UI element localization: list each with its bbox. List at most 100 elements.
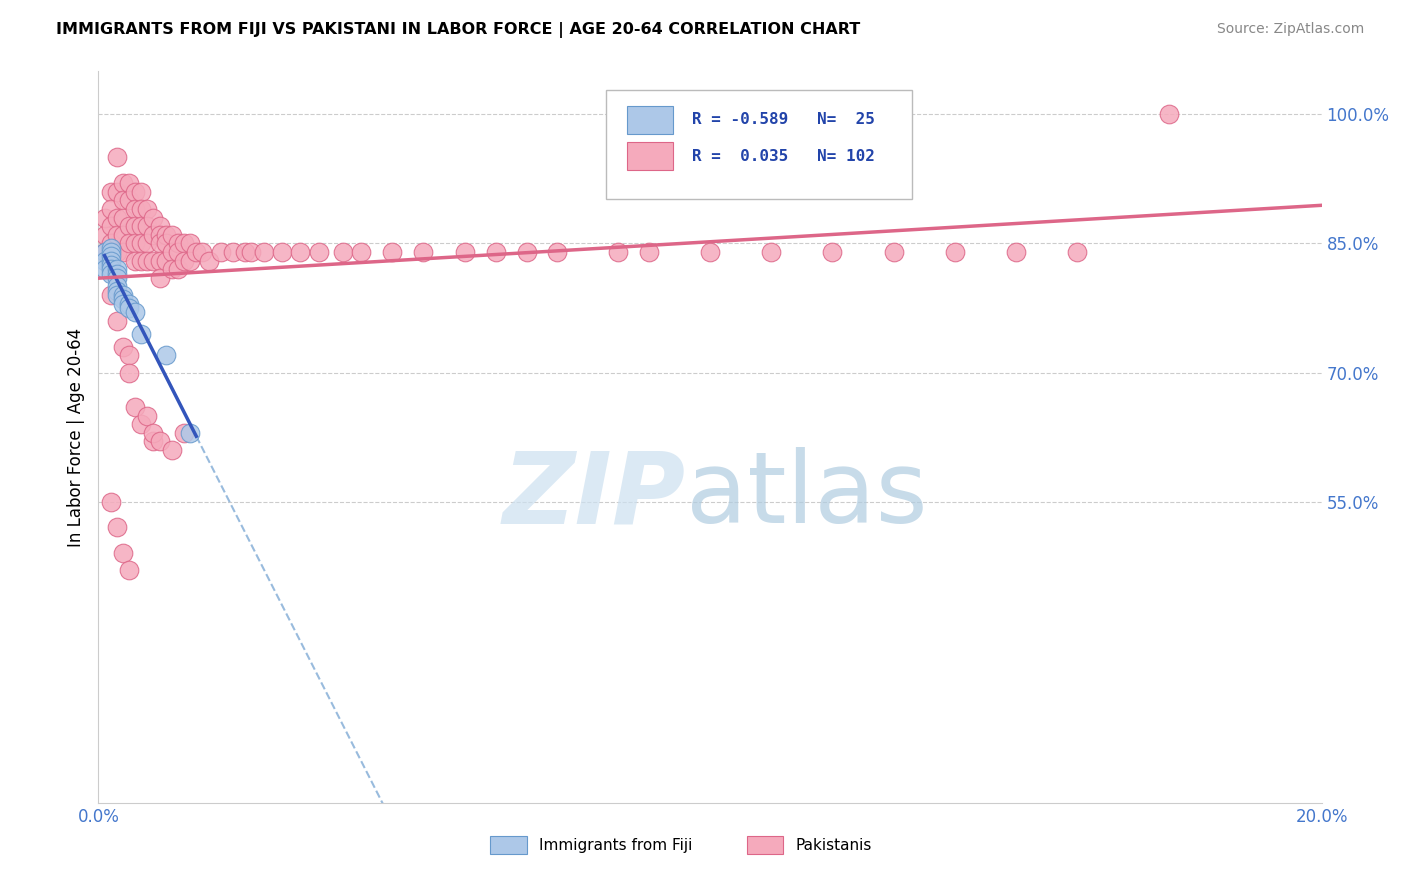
Point — [111, 546, 134, 560]
Point — [124, 202, 146, 216]
Point — [136, 409, 159, 423]
Point — [821, 245, 844, 260]
Point — [129, 417, 152, 432]
Point — [186, 245, 208, 260]
Point — [129, 219, 152, 234]
Point — [105, 227, 128, 242]
Point — [136, 236, 159, 251]
Point — [118, 176, 141, 190]
Text: Immigrants from Fiji: Immigrants from Fiji — [538, 838, 692, 853]
Point — [105, 279, 128, 293]
Point — [381, 245, 404, 260]
Point — [100, 219, 122, 234]
Point — [179, 236, 201, 251]
Point — [100, 241, 122, 255]
Point — [124, 219, 146, 234]
Point — [105, 267, 128, 281]
Point — [111, 293, 134, 307]
Point — [124, 253, 146, 268]
Point — [111, 296, 134, 310]
Point — [485, 245, 508, 260]
Point — [759, 245, 782, 260]
Point — [100, 245, 122, 260]
Point — [160, 442, 183, 457]
Point — [136, 253, 159, 268]
Point — [160, 262, 183, 277]
Point — [637, 245, 661, 260]
Point — [111, 211, 134, 225]
Point — [93, 227, 115, 242]
Point — [111, 194, 134, 208]
Point — [699, 245, 721, 260]
Point — [124, 400, 146, 414]
FancyBboxPatch shape — [489, 836, 526, 854]
Point — [155, 227, 177, 242]
Point — [160, 245, 183, 260]
Point — [160, 227, 183, 242]
Point — [412, 245, 434, 260]
Point — [100, 262, 122, 277]
Point — [179, 253, 201, 268]
Point — [105, 245, 128, 260]
Point — [607, 245, 630, 260]
Point — [118, 219, 141, 234]
Point — [350, 245, 373, 260]
Point — [118, 366, 141, 380]
Point — [129, 236, 152, 251]
Point — [118, 296, 141, 310]
Point — [142, 425, 165, 440]
Point — [546, 245, 568, 260]
Point — [118, 236, 141, 251]
Point — [105, 185, 128, 199]
Point — [118, 301, 141, 315]
Point — [454, 245, 477, 260]
Point — [191, 245, 214, 260]
Point — [129, 185, 152, 199]
Point — [105, 271, 128, 285]
FancyBboxPatch shape — [606, 90, 912, 200]
Point — [149, 271, 172, 285]
Point — [149, 219, 172, 234]
Point — [100, 267, 122, 281]
Text: atlas: atlas — [686, 447, 927, 544]
Point — [142, 211, 165, 225]
Point — [105, 520, 128, 534]
Point — [111, 245, 134, 260]
Point — [179, 425, 201, 440]
Point — [1157, 107, 1180, 121]
Point — [100, 253, 122, 268]
Point — [93, 211, 115, 225]
Point — [240, 245, 263, 260]
Point — [105, 288, 128, 302]
Point — [100, 494, 122, 508]
Point — [149, 434, 172, 449]
Point — [142, 434, 165, 449]
Point — [173, 236, 195, 251]
Point — [100, 288, 122, 302]
Point — [111, 288, 134, 302]
Point — [105, 262, 128, 277]
Point — [222, 245, 245, 260]
FancyBboxPatch shape — [747, 836, 783, 854]
Point — [124, 305, 146, 319]
Point — [111, 227, 134, 242]
Point — [197, 253, 219, 268]
Text: R = -0.589   N=  25: R = -0.589 N= 25 — [692, 112, 875, 128]
Point — [173, 253, 195, 268]
Point — [167, 262, 190, 277]
Text: Source: ZipAtlas.com: Source: ZipAtlas.com — [1216, 22, 1364, 37]
Point — [290, 245, 312, 260]
Point — [118, 194, 141, 208]
Point — [167, 245, 190, 260]
Point — [129, 202, 152, 216]
Point — [332, 245, 354, 260]
Text: IMMIGRANTS FROM FIJI VS PAKISTANI IN LABOR FORCE | AGE 20-64 CORRELATION CHART: IMMIGRANTS FROM FIJI VS PAKISTANI IN LAB… — [56, 22, 860, 38]
Point — [93, 245, 115, 260]
Point — [100, 249, 122, 263]
Y-axis label: In Labor Force | Age 20-64: In Labor Force | Age 20-64 — [66, 327, 84, 547]
Point — [129, 326, 152, 341]
Point — [118, 348, 141, 362]
Point — [105, 150, 128, 164]
Point — [1004, 245, 1026, 260]
Point — [173, 425, 195, 440]
